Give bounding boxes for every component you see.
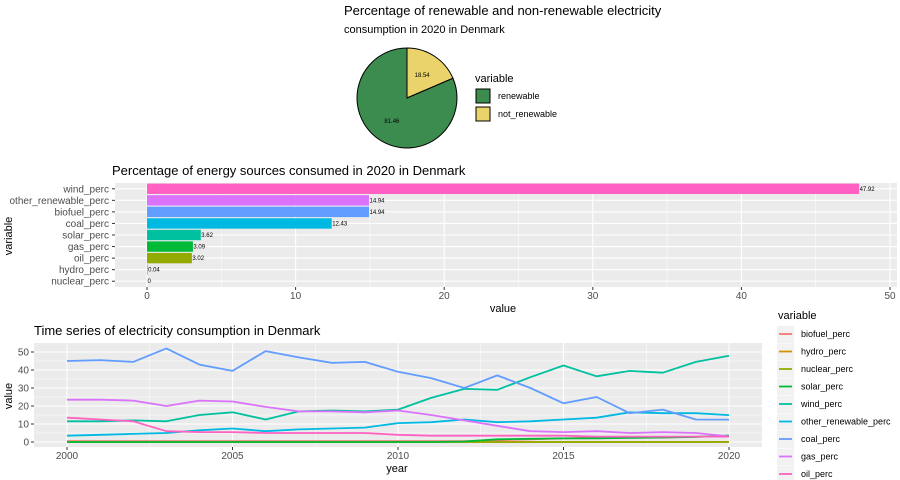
bar-x-tick-label: 0	[144, 291, 150, 302]
line-legend-label-wind-perc: wind_perc	[800, 399, 843, 409]
line-y-tick-label: 20	[18, 402, 30, 413]
pie-legend-label-renewable: renewable	[498, 91, 540, 101]
line-axes: 0 10 20 30 40 50 2000 2005 2010 2015 2020	[18, 348, 741, 463]
bar-value-label-other-renewable-perc: 14.94	[370, 198, 386, 204]
bar-tick-label-gas-perc: gas_perc	[68, 242, 109, 253]
line-legend-label-oil-perc: oil_perc	[801, 469, 833, 479]
line-x-tick-label: 2005	[221, 451, 244, 462]
line-chart: Time series of electricity consumption i…	[3, 310, 891, 480]
line-legend-label-hydro-perc: hydro_perc	[801, 347, 847, 357]
line-y-axis-title: value	[3, 383, 15, 409]
line-title: Time series of electricity consumption i…	[34, 323, 321, 338]
line-x-tick-label: 2010	[387, 451, 410, 462]
bar-tick-label-wind-perc: wind_perc	[62, 184, 109, 195]
line-legend-title: variable	[778, 310, 817, 322]
bar-value-label-hydro-perc: 0.04	[148, 268, 160, 274]
pie-subtitle: consumption in 2020 in Denmark	[344, 24, 505, 36]
bar-value-label-solar-perc: 3.62	[201, 233, 213, 239]
bar-oil-perc	[147, 252, 192, 264]
line-x-axis-title: year	[386, 463, 408, 475]
pie-slice-renewable	[356, 47, 458, 149]
bar-tick-label-solar-perc: solar_perc	[62, 231, 109, 242]
bar-value-label-nuclear-perc: 0	[148, 279, 152, 285]
line-series-gas-perc	[67, 398, 730, 438]
bar-x-tick-label: 20	[439, 291, 451, 302]
line-legend-label-nuclear-perc: nuclear_perc	[801, 364, 854, 374]
bar-tick-label-oil-perc: oil_perc	[74, 254, 109, 265]
bar-value-label-oil-perc: 3.02	[192, 256, 204, 262]
pie-label-not-renewable: 18.54	[415, 73, 431, 79]
bar-marks: 47.92 14.94 14.94 12.43 3.62 3.09 3.02 0.04 0	[147, 183, 876, 285]
bar-coal-perc	[147, 218, 332, 229]
line-x-tick-label: 2000	[56, 451, 79, 462]
pie-chart: Percentage of renewable and non-renewabl…	[344, 3, 662, 149]
bar-biofuel-perc	[147, 206, 370, 218]
pie-title: Percentage of renewable and non-renewabl…	[344, 3, 662, 18]
bar-x-tick-label: 40	[736, 291, 748, 302]
line-series	[66, 347, 730, 443]
pie-label-renewable: 81.46	[384, 119, 400, 125]
pie-legend-key-renewable	[475, 88, 491, 104]
bar-x-axis-title: value	[490, 303, 516, 315]
line-y-tick-label: 30	[18, 384, 30, 395]
bar-value-label-coal-perc: 12.43	[332, 221, 348, 227]
pie-legend: renewable not_renewable	[475, 88, 557, 122]
bar-wind-perc	[147, 183, 860, 194]
line-y-tick-label: 40	[18, 366, 30, 377]
line-legend-key-bg	[777, 466, 794, 480]
line-legend-label-solar-perc: solar_perc	[801, 382, 844, 392]
pie-legend-title: variable	[475, 73, 514, 85]
line-series-solar-perc	[67, 434, 730, 443]
bar-value-label-biofuel-perc: 14.94	[370, 210, 386, 216]
bar-chart: Percentage of energy sources consumed in…	[3, 163, 897, 315]
line-legend-label-biofuel-perc: biofuel_perc	[801, 329, 851, 339]
bar-tick-label-hydro-perc: hydro_perc	[59, 265, 109, 276]
bar-tick-label-coal-perc: coal_perc	[66, 219, 109, 230]
bar-x-tick-label: 10	[290, 291, 302, 302]
pie-legend-key-not-renewable	[475, 106, 491, 122]
line-y-tick-label: 10	[18, 420, 30, 431]
line-legend-label-other-renewable-perc: other_renewable_perc	[801, 417, 891, 427]
bar-tick-label-other-renewable-perc: other_renewable_perc	[9, 196, 109, 207]
line-y-tick-label: 50	[18, 348, 30, 359]
bar-value-label-gas-perc: 3.09	[193, 245, 205, 251]
bar-tick-label-biofuel-perc: biofuel_perc	[55, 207, 109, 218]
bar-x-tick-label: 50	[884, 291, 896, 302]
line-series-oil-perc	[66, 416, 729, 438]
line-x-tick-label: 2020	[718, 451, 741, 462]
bar-tick-label-nuclear-perc: nuclear_perc	[51, 277, 109, 288]
bar-x-tick-label: 30	[587, 291, 599, 302]
line-legend-label-coal-perc: coal_perc	[801, 434, 841, 444]
bar-axes: wind_percother_renewable_percbiofuel_per…	[9, 184, 896, 302]
bar-hydro-perc	[147, 264, 148, 275]
line-legend-label-gas-perc: gas_perc	[801, 452, 839, 462]
pie-slice-not-renewable	[406, 47, 454, 99]
line-legend: biofuel_perc hydro_perc nuclear_perc solar_…	[777, 326, 891, 480]
line-x-tick-label: 2015	[552, 451, 575, 462]
bar-solar-perc	[147, 229, 201, 241]
bar-other-renewable-perc	[147, 195, 370, 206]
bar-title: Percentage of energy sources consumed in…	[112, 163, 466, 178]
bar-value-label-wind-perc: 47.92	[860, 187, 876, 193]
bar-y-axis-title: variable	[3, 217, 15, 256]
line-y-tick-label: 0	[23, 438, 29, 449]
pie-legend-label-not-renewable: not_renewable	[498, 109, 557, 119]
line-series-coal-perc	[66, 347, 730, 421]
bar-gas-perc	[147, 241, 193, 252]
pie-slices: 18.54 81.46	[356, 47, 458, 149]
